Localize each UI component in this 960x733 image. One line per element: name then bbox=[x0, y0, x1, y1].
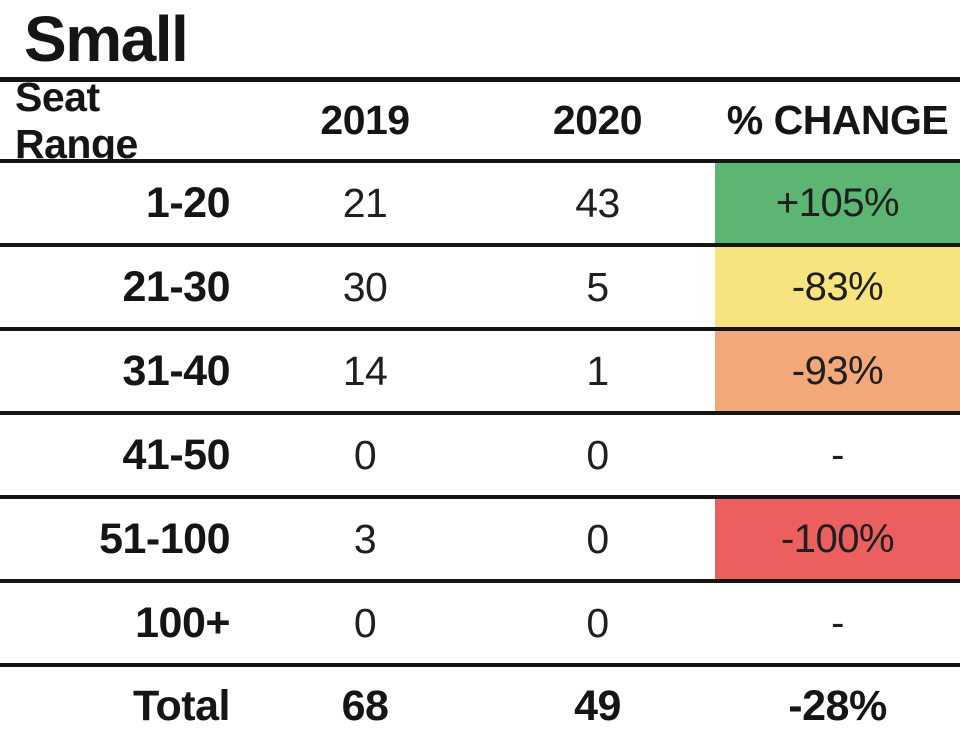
value-2020-cell: 0 bbox=[586, 515, 609, 562]
table-total-row: Total 68 49 -28% bbox=[0, 667, 960, 733]
column-header-seat-range: Seat Range bbox=[15, 82, 138, 159]
value-2019-cell: 0 bbox=[353, 431, 377, 478]
percent-change-cell: +105% bbox=[715, 163, 960, 243]
value-2019-cell: 14 bbox=[342, 347, 388, 394]
percent-change-cell: - bbox=[831, 600, 844, 645]
column-header-percent-change: % CHANGE bbox=[726, 97, 949, 143]
table-header-row: Seat Range 2019 2020 % CHANGE bbox=[0, 82, 960, 163]
value-2019-cell: 0 bbox=[353, 599, 377, 646]
percent-change-cell: -100% bbox=[715, 499, 960, 579]
total-percent-change-cell: -28% bbox=[788, 681, 887, 730]
seat-range-cell: 31-40 bbox=[122, 346, 231, 395]
table-row: 100+ 0 0 - bbox=[0, 583, 960, 667]
total-2019-cell: 68 bbox=[341, 681, 389, 730]
table-row: 1-20 21 43 +105% bbox=[0, 163, 960, 247]
table-row: 21-30 30 5 -83% bbox=[0, 247, 960, 331]
total-label-cell: Total bbox=[132, 681, 231, 730]
value-2019-cell: 30 bbox=[342, 263, 388, 310]
page-title: Small bbox=[24, 2, 189, 75]
title-block: Small bbox=[0, 0, 960, 77]
title-rule bbox=[0, 77, 960, 82]
value-2019-cell: 21 bbox=[342, 179, 388, 226]
seat-range-cell: 41-50 bbox=[122, 430, 231, 479]
value-2020-cell: 0 bbox=[586, 431, 609, 478]
column-header-2019: 2019 bbox=[320, 97, 410, 143]
value-2020-cell: 5 bbox=[586, 263, 609, 310]
total-2020-cell: 49 bbox=[574, 681, 621, 730]
value-2020-cell: 0 bbox=[586, 599, 609, 646]
value-2020-cell: 43 bbox=[575, 179, 620, 226]
column-header-2020: 2020 bbox=[552, 97, 643, 143]
value-2019-cell: 3 bbox=[353, 515, 377, 562]
percent-change-cell: -93% bbox=[715, 331, 960, 411]
seat-range-cell: 100+ bbox=[135, 598, 230, 647]
seat-range-cell: 21-30 bbox=[122, 262, 231, 311]
table-row: 41-50 0 0 - bbox=[0, 415, 960, 499]
percent-change-cell: - bbox=[831, 432, 844, 477]
table-row: 31-40 14 1 -93% bbox=[0, 331, 960, 415]
percent-change-cell: -83% bbox=[715, 247, 960, 327]
table-row: 51-100 3 0 -100% bbox=[0, 499, 960, 583]
value-2020-cell: 1 bbox=[586, 347, 609, 394]
seat-range-cell: 1-20 bbox=[145, 178, 231, 227]
seat-range-cell: 51-100 bbox=[99, 514, 230, 563]
